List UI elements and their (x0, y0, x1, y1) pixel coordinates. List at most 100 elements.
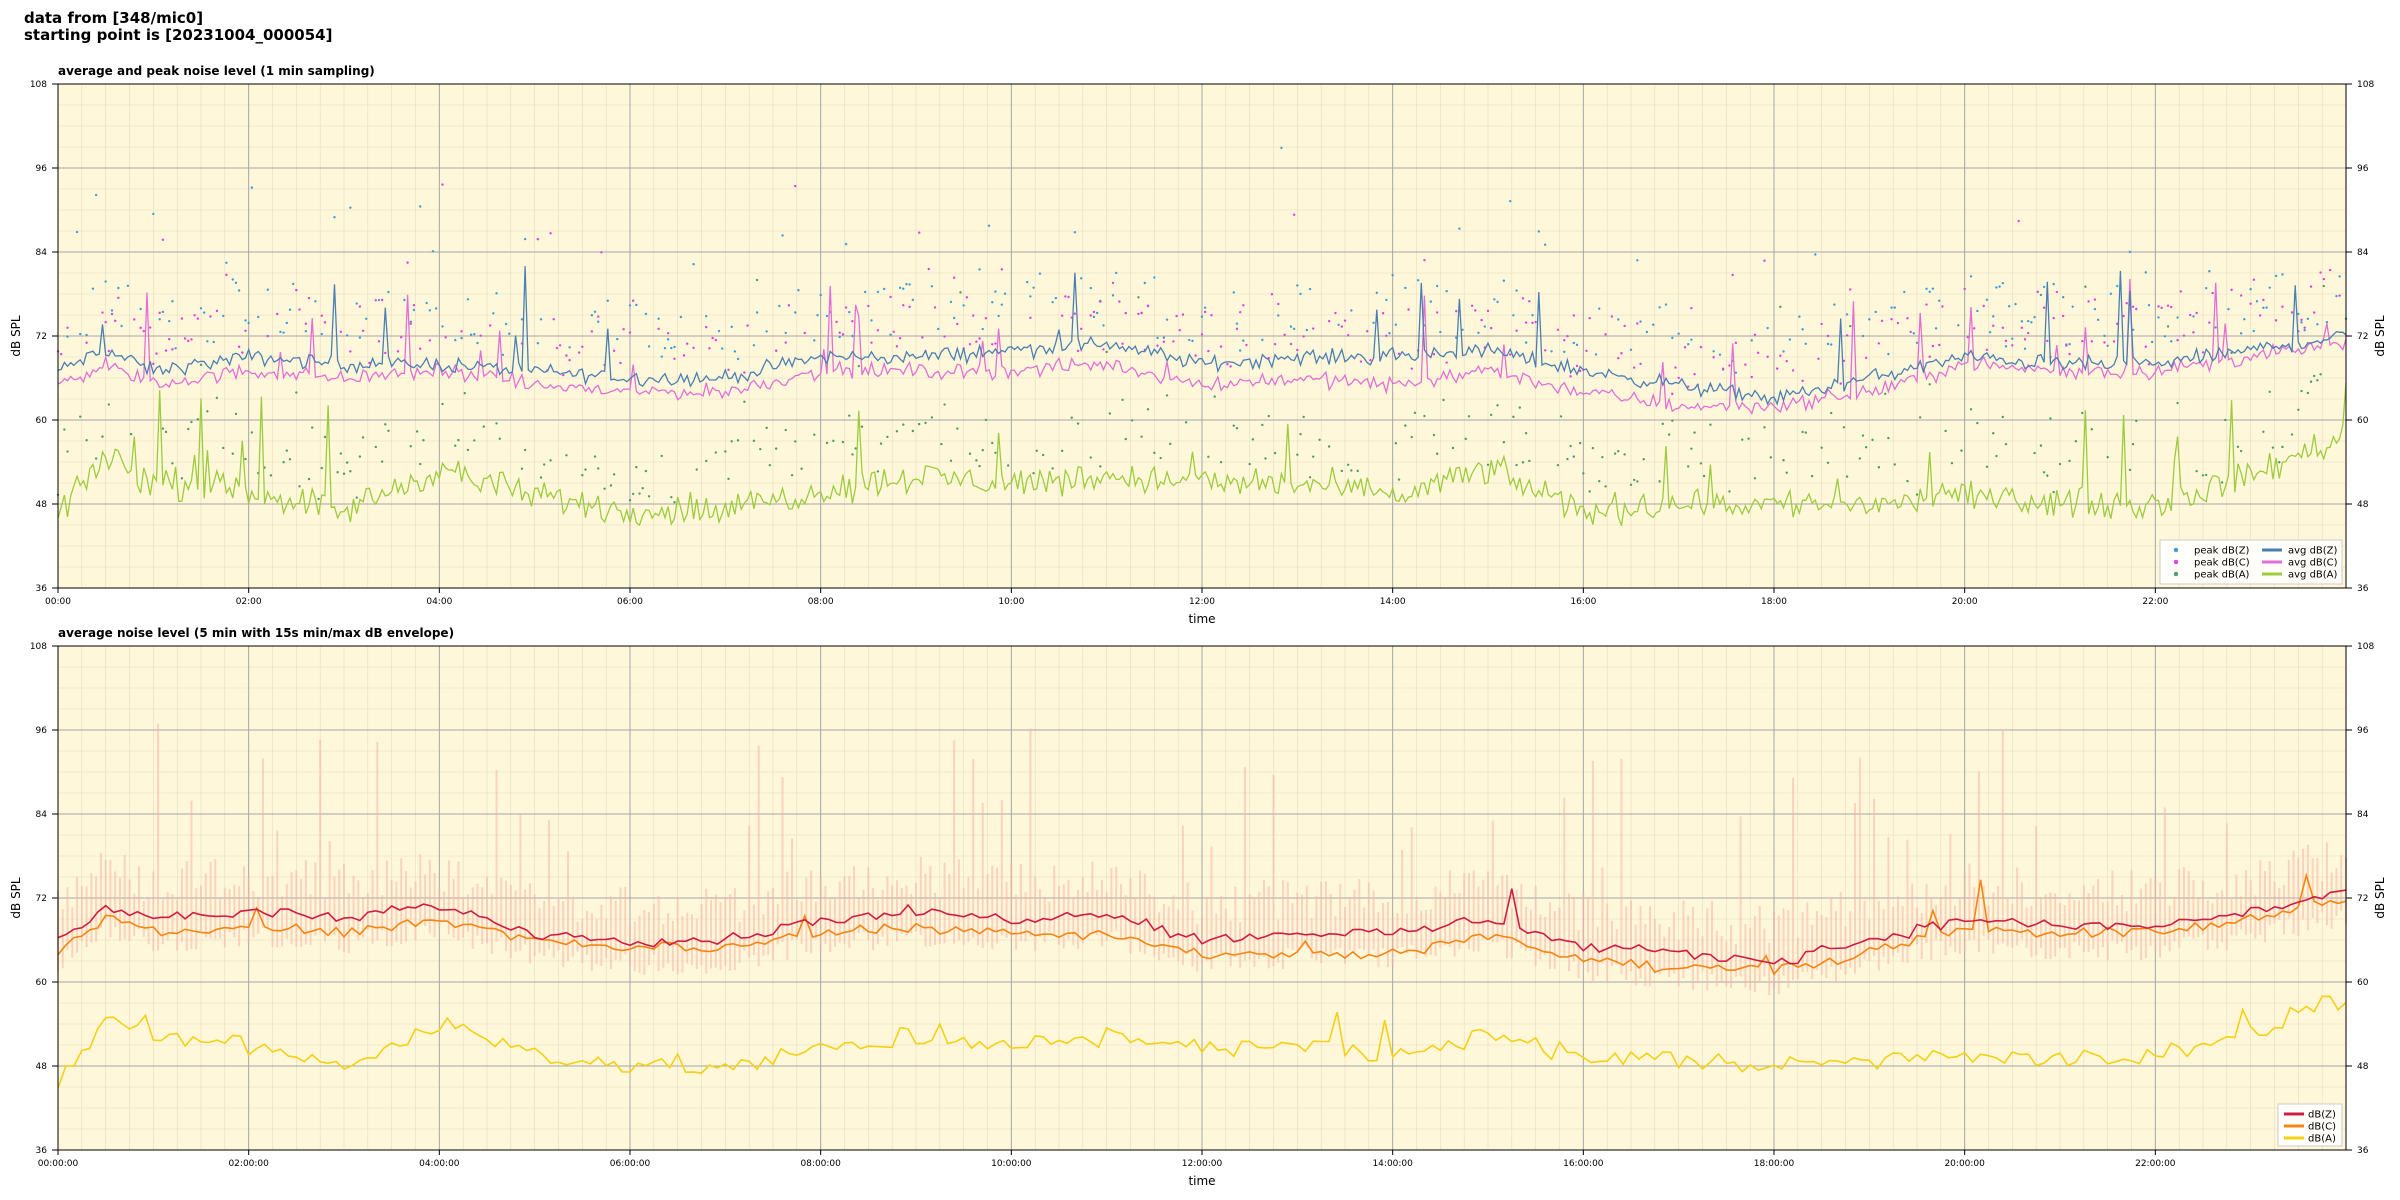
peak-point (1029, 316, 1032, 320)
peak-point (549, 232, 552, 235)
peak-point (323, 435, 327, 439)
peak-point (2204, 473, 2208, 477)
peak-point (1849, 324, 1852, 328)
peak-point (1973, 327, 1976, 330)
peak-point (1578, 441, 1582, 445)
peak-point (400, 336, 403, 339)
peak-point (927, 267, 930, 271)
peak-point (1941, 305, 1944, 308)
peak-point (536, 238, 540, 241)
peak-point (473, 332, 476, 336)
y-tick-label-right: 48 (2357, 500, 2369, 510)
peak-point (1397, 352, 1401, 356)
peak-point (1369, 358, 1372, 362)
scatter-avgdbz (66, 146, 2341, 374)
peak-point (2147, 304, 2151, 307)
peak-point (66, 326, 69, 330)
peak-point (997, 314, 1000, 318)
peak-point (984, 317, 988, 320)
peak-point (695, 468, 698, 471)
peak-point (978, 337, 981, 340)
peak-point (444, 336, 447, 339)
peak-point (2290, 311, 2294, 314)
peak-point (1156, 344, 1159, 347)
peak-point (1289, 325, 1293, 328)
peak-point (454, 444, 457, 447)
peak-point (768, 464, 772, 467)
peak-point (2039, 293, 2043, 297)
peak-point (2135, 419, 2138, 423)
peak-point (365, 317, 368, 321)
peak-point (2090, 340, 2093, 343)
y-tick-label-right: 84 (2357, 248, 2369, 258)
peak-point (860, 425, 864, 428)
peak-point (1524, 341, 1528, 344)
peak-point (1810, 474, 1814, 478)
peak-point (1493, 298, 1496, 301)
peak-point (406, 261, 409, 264)
peak-point (1763, 426, 1766, 429)
peak-point (345, 461, 349, 464)
peak-point (1671, 336, 1674, 340)
peak-point (1887, 352, 1890, 356)
peak-point (835, 320, 838, 324)
peak-point (1868, 318, 1871, 321)
peak-point (2131, 305, 2135, 308)
peak-point (1944, 429, 1947, 433)
peak-point (1903, 290, 1906, 294)
peak-point (1207, 455, 1210, 458)
peak-point (237, 289, 241, 292)
peak-point (1261, 338, 1264, 342)
peak-point (339, 452, 343, 455)
peak-point (555, 346, 559, 350)
peak-point (2144, 345, 2147, 348)
peak-point (593, 310, 597, 313)
y-tick-label-left: 72 (36, 894, 47, 904)
peak-point (250, 186, 254, 189)
peak-point (1985, 348, 1989, 351)
peak-point (1480, 318, 1483, 322)
peak-point (2150, 340, 2154, 344)
peak-point (1165, 394, 1169, 397)
peak-point (978, 464, 981, 468)
peak-point (307, 477, 311, 481)
peak-point (152, 212, 155, 216)
peak-point (1073, 231, 1077, 234)
peak-point (2281, 445, 2284, 449)
x-tick-label: 22:00:00 (2135, 1159, 2176, 1169)
peak-point (1070, 416, 1073, 419)
peak-point (1839, 382, 1842, 385)
peak-point (1801, 379, 1804, 383)
peak-point (790, 473, 794, 477)
x-tick-label: 18:00 (1761, 597, 1787, 607)
peak-point (2061, 296, 2065, 299)
peak-point (784, 331, 787, 335)
peak-point (1569, 444, 1572, 448)
peak-point (1509, 199, 1512, 203)
peak-point (1232, 291, 1235, 294)
peak-point (692, 263, 695, 266)
peak-point (225, 261, 228, 265)
peak-point (304, 330, 308, 333)
peak-point (1712, 350, 1715, 353)
peak-point (1721, 367, 1725, 370)
peak-point (539, 318, 543, 321)
peak-point (851, 320, 854, 323)
peak-point (1130, 419, 1134, 422)
peak-point (2036, 290, 2039, 294)
peak-point (2042, 306, 2046, 309)
peak-point (1302, 335, 1305, 338)
peak-point (1753, 477, 1757, 480)
peak-point (1528, 300, 1531, 303)
peak-point (1830, 343, 1833, 346)
peak-point (234, 412, 238, 416)
peak-point (409, 445, 412, 448)
peak-point (994, 451, 997, 454)
peak-point (1763, 259, 1766, 262)
peak-point (1296, 348, 1299, 352)
peak-point (908, 283, 911, 286)
peak-point (1572, 314, 1576, 317)
peak-point (2166, 325, 2170, 328)
peak-point (1140, 311, 1143, 315)
peak-point (631, 299, 635, 302)
